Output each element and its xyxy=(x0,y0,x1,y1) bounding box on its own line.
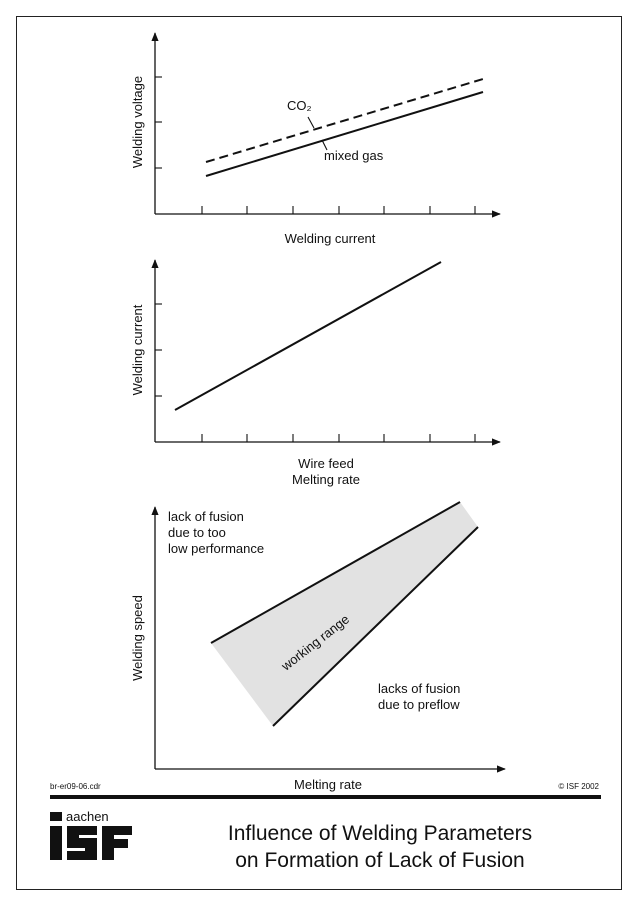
upper-note-line1: lack of fusion xyxy=(168,509,244,524)
chart1-y-label: Welding voltage xyxy=(130,76,145,168)
working-range-zone xyxy=(211,502,478,726)
copyright-note: © ISF 2002 xyxy=(558,782,599,791)
current-line xyxy=(174,261,442,411)
mixed-gas-label: mixed gas xyxy=(324,148,384,163)
lower-note-line2: due to preflow xyxy=(378,697,460,712)
isf-aachen-logo: aachen xyxy=(50,809,132,860)
upper-boundary-line xyxy=(210,501,461,644)
co2-label: CO₂ xyxy=(287,98,312,113)
upper-note-line2: due to too xyxy=(168,525,226,540)
chart2-y-label: Welding current xyxy=(130,304,145,395)
chart-voltage-vs-current: CO₂ mixed gas Welding voltage Welding cu… xyxy=(130,32,501,246)
mixed-gas-line xyxy=(205,91,484,177)
co2-line xyxy=(205,78,484,163)
mixed-gas-leader xyxy=(321,139,328,151)
figure-title-line2: on Formation of Lack of Fusion xyxy=(235,849,525,872)
lower-note-line1: lacks of fusion xyxy=(378,681,460,696)
lower-boundary-line xyxy=(272,526,479,727)
chart-speed-vs-melting-rate: working range lack of fusion due to too … xyxy=(130,501,506,792)
page-frame xyxy=(16,16,622,890)
chart2-x-label-line1: Wire feed xyxy=(298,456,354,471)
file-reference: br-er09-06.cdr xyxy=(50,782,101,791)
chart1-x-label: Welding current xyxy=(285,231,376,246)
co2-leader xyxy=(307,116,315,129)
footer-divider xyxy=(50,795,601,799)
figure-title-line1: Influence of Welding Parameters xyxy=(227,822,533,845)
upper-note-line3: low performance xyxy=(168,541,264,556)
isf-logo-letters xyxy=(50,826,132,860)
chart3-x-label: Melting rate xyxy=(294,777,362,792)
chart3-y-label: Welding speed xyxy=(130,595,145,681)
chart-current-vs-wirefeed: Welding current Wire feed Melting rate xyxy=(130,259,501,487)
svg-text:aachen: aachen xyxy=(66,809,109,824)
chart2-x-label-line2: Melting rate xyxy=(292,472,360,487)
